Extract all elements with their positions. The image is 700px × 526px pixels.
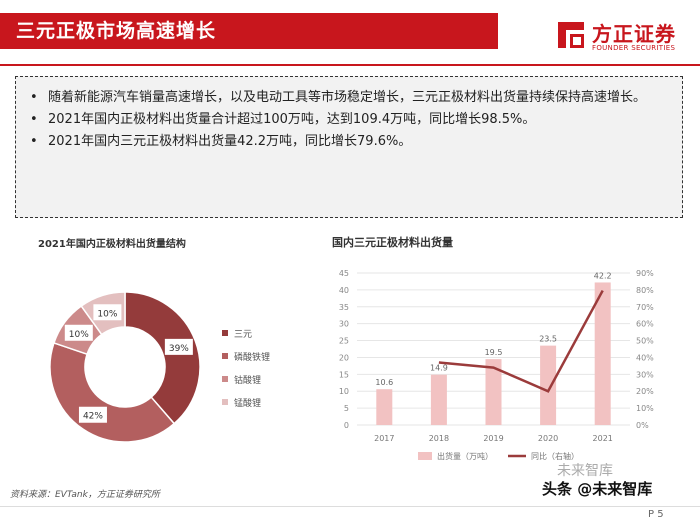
bar-data-label: 14.9 xyxy=(430,364,448,373)
legend-label: 三元 xyxy=(234,330,252,340)
watermark-source: 头条 @未来智库 xyxy=(542,480,653,498)
pie-data-label: 39% xyxy=(169,344,189,354)
legend-label: 锰酸锂 xyxy=(234,397,261,409)
x-tick-label: 2017 xyxy=(374,434,394,443)
y-left-tick-label: 30 xyxy=(339,320,349,329)
y-right-tick-label: 10% xyxy=(636,404,654,413)
y-left-tick-label: 25 xyxy=(339,337,349,346)
y-left-tick-label: 40 xyxy=(339,286,349,295)
legend-swatch xyxy=(222,399,228,405)
y-left-tick-label: 20 xyxy=(339,353,349,362)
y-left-tick-label: 5 xyxy=(344,404,349,413)
footer-divider xyxy=(0,506,700,507)
source-note: 资料来源：EVTank，方正证券研究所 xyxy=(10,490,160,500)
bullet-item: 2021年国内三元正极材料出货量42.2万吨，同比增长79.6%。 xyxy=(30,131,666,153)
x-tick-label: 2021 xyxy=(593,434,613,443)
pie-label-box xyxy=(64,324,93,341)
y-right-tick-label: 50% xyxy=(636,337,654,346)
y-left-tick-label: 0 xyxy=(344,421,349,430)
bar-2017 xyxy=(376,389,393,425)
pie-label-box xyxy=(93,304,122,321)
bar-2018 xyxy=(430,374,447,425)
logo-subtitle: FOUNDER SECURITIES xyxy=(592,44,676,52)
page-number: P 5 xyxy=(648,509,664,520)
bullet-item: 2021年国内正极材料出货量合计超过100万吨，达到109.4万吨，同比增长98… xyxy=(30,109,666,131)
legend-swatch-bar xyxy=(418,452,432,460)
legend-swatch xyxy=(222,330,228,336)
page-title: 三元正极市场高速增长 xyxy=(16,20,217,42)
y-right-tick-label: 70% xyxy=(636,303,654,312)
pie-label-box xyxy=(164,338,193,355)
bar-data-label: 23.5 xyxy=(539,335,557,344)
y-right-tick-label: 20% xyxy=(636,387,654,396)
pie-chart-title: 2021年国内正极材料出货量结构 xyxy=(38,239,186,250)
legend-swatch xyxy=(222,353,228,359)
company-logo: 方正证券 FOUNDER SECURITIES xyxy=(556,18,686,58)
y-right-tick-label: 30% xyxy=(636,370,654,379)
y-right-tick-label: 0% xyxy=(636,421,649,430)
bar-chart-title: 国内三元正极材料出货量 xyxy=(332,236,453,249)
summary-box: 随着新能源汽车销量高速增长，以及电动工具等市场稳定增长，三元正极材料出货量持续保… xyxy=(15,76,683,218)
line-series-yoy xyxy=(438,289,604,393)
bar-data-label: 19.5 xyxy=(485,348,503,357)
y-left-tick-label: 10 xyxy=(339,387,349,396)
y-right-tick-label: 60% xyxy=(636,320,654,329)
pie-data-label: 10% xyxy=(69,330,89,340)
bar-data-label: 42.2 xyxy=(594,271,612,280)
y-left-tick-label: 45 xyxy=(339,269,349,278)
bar-line-chart: 0 5 10 15 20 25 30 35 40 45 0% 10% 20% 30% 40% 50% 60% 70… xyxy=(339,269,654,461)
pie-slice-0 xyxy=(124,291,201,425)
pie-data-label: 10% xyxy=(97,309,117,319)
header-divider xyxy=(0,64,700,66)
y-right-tick-label: 90% xyxy=(636,269,654,278)
bar-2019 xyxy=(485,359,502,425)
bar-2021 xyxy=(594,282,611,425)
bar-data-label: 10.6 xyxy=(375,378,393,387)
legend-label: 出货量（万吨） xyxy=(437,451,493,461)
pie-data-label: 42% xyxy=(83,412,103,422)
bar-2020 xyxy=(540,345,557,425)
founder-logo-icon xyxy=(558,22,584,48)
y-left-tick-label: 35 xyxy=(339,303,349,312)
legend-label: 磷酸铁锂 xyxy=(234,351,270,363)
y-right-tick-label: 40% xyxy=(636,353,654,362)
x-tick-label: 2019 xyxy=(483,434,503,443)
legend-swatch xyxy=(222,376,228,382)
x-tick-label: 2020 xyxy=(538,434,558,443)
legend-label: 同比（右轴） xyxy=(531,451,579,461)
watermark-text: 未来智库 xyxy=(557,463,613,479)
x-tick-label: 2018 xyxy=(429,434,449,443)
header-band: 三元正极市场高速增长 xyxy=(0,13,498,49)
bullet-item: 随着新能源汽车销量高速增长，以及电动工具等市场稳定增长，三元正极材料出货量持续保… xyxy=(30,87,666,109)
legend-label: 钴酸锂 xyxy=(234,374,261,386)
y-left-tick-label: 15 xyxy=(339,370,349,379)
logo-text: 方正证券 xyxy=(592,22,676,46)
pie-label-box xyxy=(78,406,107,423)
y-right-tick-label: 80% xyxy=(636,286,654,295)
